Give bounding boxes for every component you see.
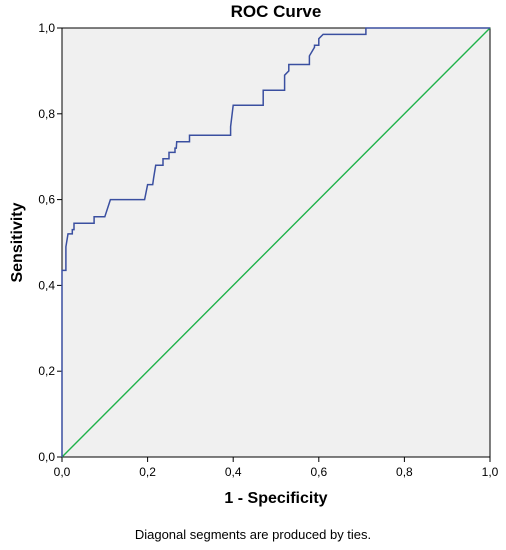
x-tick-label: 0,4 bbox=[225, 465, 242, 479]
x-axis-label: 1 - Specificity bbox=[224, 490, 327, 507]
x-tick-label: 0,2 bbox=[139, 465, 156, 479]
y-tick-label: 0,0 bbox=[38, 450, 55, 464]
series-layer bbox=[61, 27, 491, 458]
y-tick-label: 0,4 bbox=[38, 278, 55, 292]
x-tick-label: 1,0 bbox=[482, 465, 499, 479]
chart-title: ROC Curve bbox=[231, 2, 322, 21]
axis-ticks: 0,0 0,2 0,4 0,6 0,8 1,0 0,0 0,2 0,4 0,6 0,8 1,0 bbox=[38, 21, 498, 479]
chart-footnote: Diagonal segments are produced by ties. bbox=[135, 527, 371, 542]
x-tick-label: 0,6 bbox=[310, 465, 327, 479]
y-tick-label: 1,0 bbox=[38, 21, 55, 35]
roc-curve bbox=[61, 27, 490, 457]
y-tick-label: 0,2 bbox=[38, 364, 55, 378]
x-tick-label: 0,8 bbox=[396, 465, 413, 479]
x-tick-label: 0,0 bbox=[54, 465, 71, 479]
y-tick-label: 0,8 bbox=[38, 107, 55, 121]
y-axis-label: Sensitivity bbox=[9, 202, 26, 282]
reference-line bbox=[61, 27, 491, 458]
y-tick-label: 0,6 bbox=[38, 193, 55, 207]
